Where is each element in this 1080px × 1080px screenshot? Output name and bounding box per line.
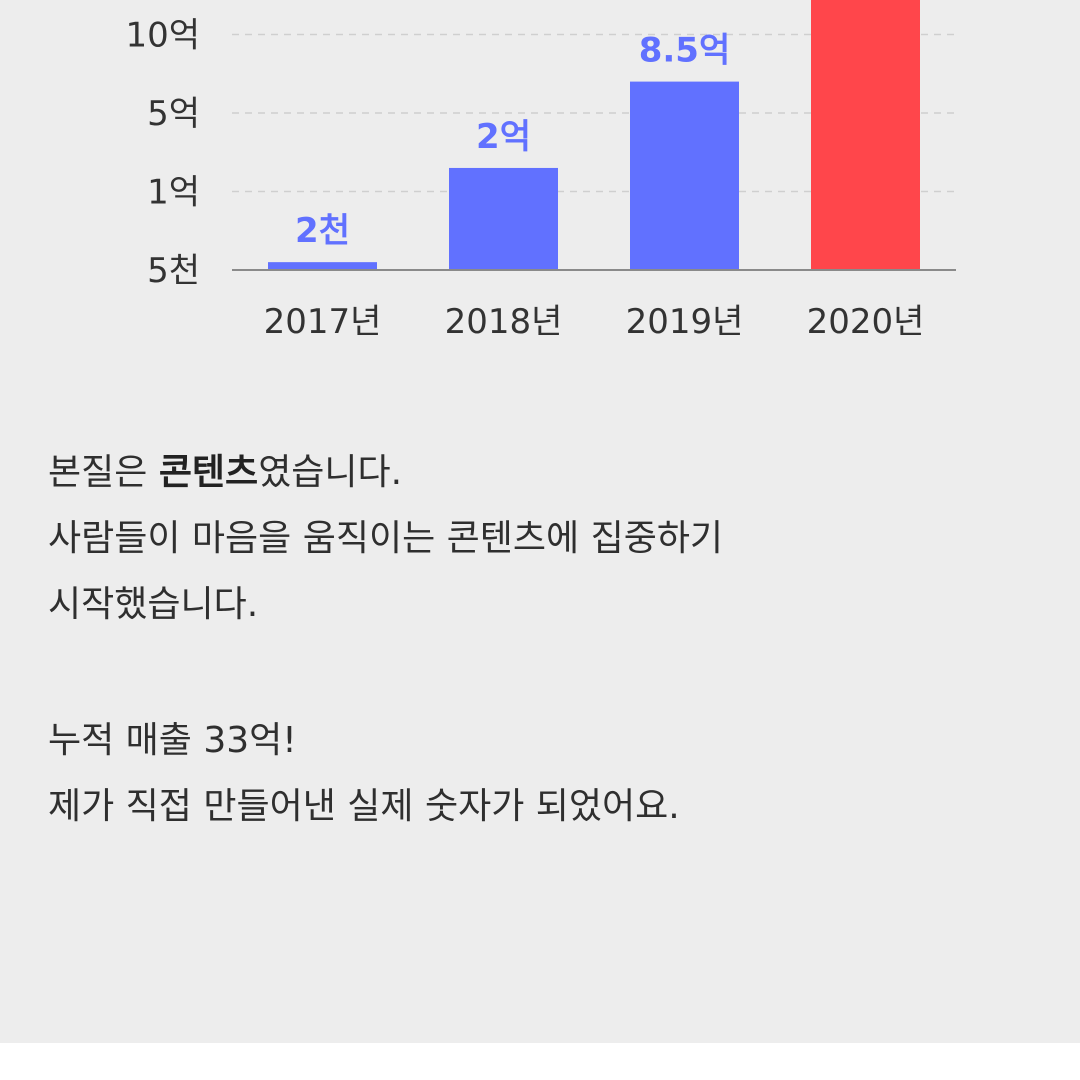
- text-line-1-suffix: 였습니다.: [258, 452, 403, 493]
- bar-value-label: 8.5억: [639, 31, 731, 71]
- y-tick-label: 5천: [147, 251, 200, 291]
- text-line-4: 누적 매출 33억!: [48, 720, 297, 761]
- text-line-2: 사람들이 마음을 움직이는 콘텐츠에 집중하기: [48, 518, 724, 559]
- text-line-1-prefix: 본질은: [48, 452, 159, 493]
- bar-value-label: 2천: [295, 211, 350, 251]
- bar: [449, 167, 558, 270]
- bar: [811, 0, 920, 270]
- x-tick-label: 2020년: [807, 302, 925, 342]
- bar-chart: 5천 1억 5억 10억 2천 2017년 2억 2018년 8.5억 2019년 2020년: [125, 0, 956, 342]
- y-tick-label: 1억: [147, 173, 200, 213]
- bar: [268, 262, 377, 270]
- text-line-1-strong: 콘텐츠: [158, 452, 259, 493]
- bar-value-label: 2억: [476, 117, 531, 157]
- x-tick-label: 2017년: [264, 302, 382, 342]
- text-line-5: 제가 직접 만들어낸 실제 숫자가 되었어요.: [48, 786, 680, 827]
- text-line-1: 본질은 콘텐츠였습니다.: [48, 440, 1048, 506]
- x-tick-label: 2019년: [626, 302, 744, 342]
- bar: [630, 81, 739, 270]
- y-tick-label: 10억: [125, 16, 200, 56]
- body-text: 본질은 콘텐츠였습니다. 사람들이 마음을 움직이는 콘텐츠에 집중하기 시작했…: [48, 440, 1048, 840]
- paragraph-gap: [48, 638, 1048, 708]
- text-line-3: 시작했습니다.: [48, 584, 259, 625]
- x-tick-label: 2018년: [445, 302, 563, 342]
- y-tick-label: 5억: [147, 94, 200, 134]
- content-card: 5천 1억 5억 10억 2천 2017년 2억 2018년 8.5억 2019년 2020년 본질…: [0, 0, 1080, 1043]
